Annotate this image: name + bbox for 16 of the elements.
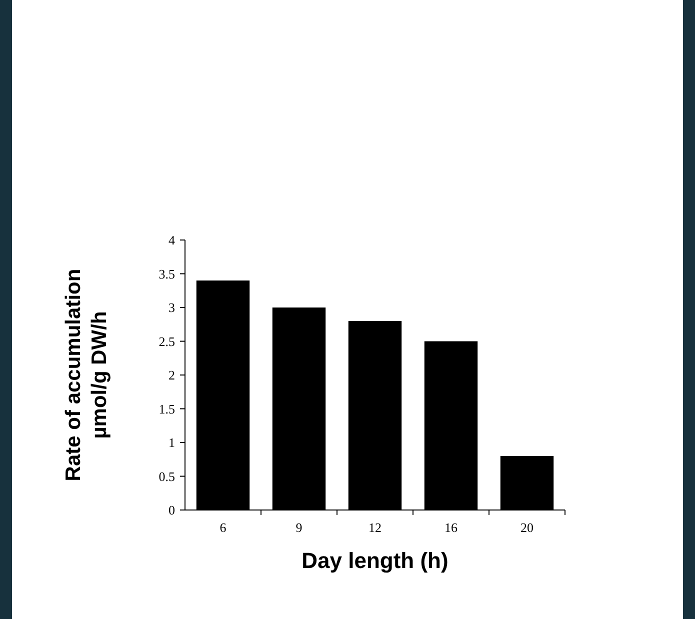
x-tick-label: 16 — [444, 520, 458, 535]
y-tick-label: 4 — [168, 232, 176, 248]
y-tick-label: 2 — [168, 368, 175, 383]
x-tick-label: 12 — [368, 520, 382, 535]
y-tick-label: 0 — [168, 502, 175, 518]
y-tick-label: 2.5 — [158, 334, 175, 349]
y-tick-label: 0.5 — [158, 468, 175, 484]
x-tick-label: 9 — [296, 520, 302, 535]
y-axis-title: Rate of accumulation µmol/g DW/h — [62, 268, 111, 482]
x-axis-title: Day length (h) — [302, 548, 448, 573]
y-tick-label: 3 — [168, 300, 175, 316]
y-tick-label: 1.5 — [158, 401, 175, 416]
y-tick-label: 3.5 — [158, 266, 175, 282]
y-tick-label: 1 — [168, 435, 175, 450]
x-tick-label: 20 — [520, 520, 534, 535]
x-tick-label: 6 — [220, 520, 227, 535]
